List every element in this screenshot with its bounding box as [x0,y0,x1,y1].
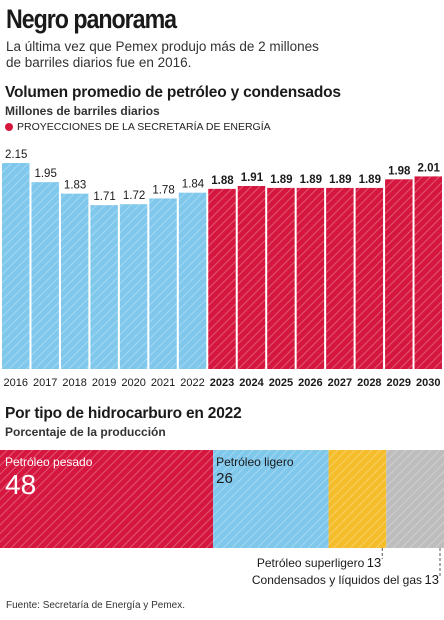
bar-value-label: 1.71 [93,191,115,203]
bar-value-label: 1.78 [152,184,174,196]
section1-title: Volumen promedio de petróleo y condensad… [5,84,341,101]
legend: PROYECCIONES DE LA SECRETARÍA DE ENERGÍA [5,121,271,133]
title-text: Negro panorama [6,4,177,34]
x-tick-label: 2019 [92,377,116,389]
section1-subtitle: Millones de barriles diarios [5,104,160,118]
x-tick-label: 2030 [416,377,440,389]
bar-hatch-2023 [208,188,236,369]
legend-label: PROYECCIONES DE LA SECRETARÍA DE ENERGÍA [17,121,271,133]
source-note: Fuente: Secretaría de Energía y Pemex. [6,600,185,611]
bar-value-label: 1.89 [300,174,322,186]
subtitle: La última vez que Pemex produjo más de 2… [6,39,319,70]
bar-hatch-2030 [414,176,442,369]
bar-value-label: 1.98 [388,165,411,177]
bar-hatch-2017 [31,182,59,369]
x-tick-label: 2026 [298,377,322,389]
segment-hatch-petr-leo-superligero [328,450,387,548]
bar-hatch-2021 [149,198,177,369]
bar-hatch-2029 [385,179,413,369]
bar-value-label: 2.01 [418,162,441,174]
x-tick-label: 2025 [269,377,293,389]
legend-dot-icon [5,123,13,131]
x-tick-label: 2027 [328,377,352,389]
segment-name-label: Petróleo pesado [5,455,93,469]
bar-value-label: 1.89 [270,174,292,186]
bars-group: 2.15 2016 1.95 2017 1.83 2018 1.71 2019 1.72 2020… [2,149,442,389]
segment-name-label: Petróleo ligero [216,455,294,469]
bar-hatch-2016 [2,163,30,369]
x-tick-label: 2021 [151,377,175,389]
bar-hatch-2025 [267,187,295,369]
segment-hatch-petr-leo-ligero [213,450,329,548]
x-tick-label: 2017 [33,377,57,389]
segment-value-label: 13 [425,572,439,587]
x-tick-label: 2023 [210,377,234,389]
bar-value-label: 1.72 [123,190,145,202]
x-tick-label: 2020 [121,377,145,389]
bar-value-label: 2.15 [5,149,27,161]
bar-value-label: 1.83 [64,180,86,192]
bar-value-label: 1.84 [182,179,205,191]
x-tick-label: 2018 [62,377,86,389]
bar-value-label: 1.88 [211,175,234,187]
production-bar-chart: 2.15 2016 1.95 2017 1.83 2018 1.71 2019 1.72 2020… [2,149,442,389]
bar-value-label: 1.91 [241,172,264,184]
section2-title: Por tipo de hidrocarburo en 2022 [5,405,242,422]
x-tick-label: 2022 [180,377,204,389]
x-tick-label: 2028 [357,377,381,389]
bar-hatch-2026 [296,187,325,369]
segment-hatch-condensados-y-l-quidos-del-gas [386,450,444,548]
bar-value-label: 1.95 [34,168,56,180]
segment-name-label: Petróleo superligero [257,556,365,570]
bar-hatch-2027 [326,187,354,369]
bar-value-label: 1.89 [359,174,381,186]
segment-name-label: Condensados y líquidos del gas [252,573,422,587]
bar-hatch-2024 [237,185,266,369]
bar-hatch-2019 [90,205,118,369]
section2-subtitle: Porcentaje de la producción [5,425,166,439]
bar-hatch-2020 [119,204,148,369]
bar-hatch-2022 [178,192,207,369]
segment-value-label: 26 [216,470,233,487]
bar-hatch-2018 [60,193,89,369]
bar-hatch-2028 [355,187,384,369]
bar-value-label: 1.89 [329,174,351,186]
segment-hatch-petr-leo-pesado [0,450,214,548]
x-tick-label: 2029 [387,377,411,389]
x-tick-label: 2016 [3,377,27,389]
segment-value-label: 48 [5,469,36,500]
segment-value-label: 13 [367,555,381,570]
x-tick-label: 2024 [239,377,264,389]
